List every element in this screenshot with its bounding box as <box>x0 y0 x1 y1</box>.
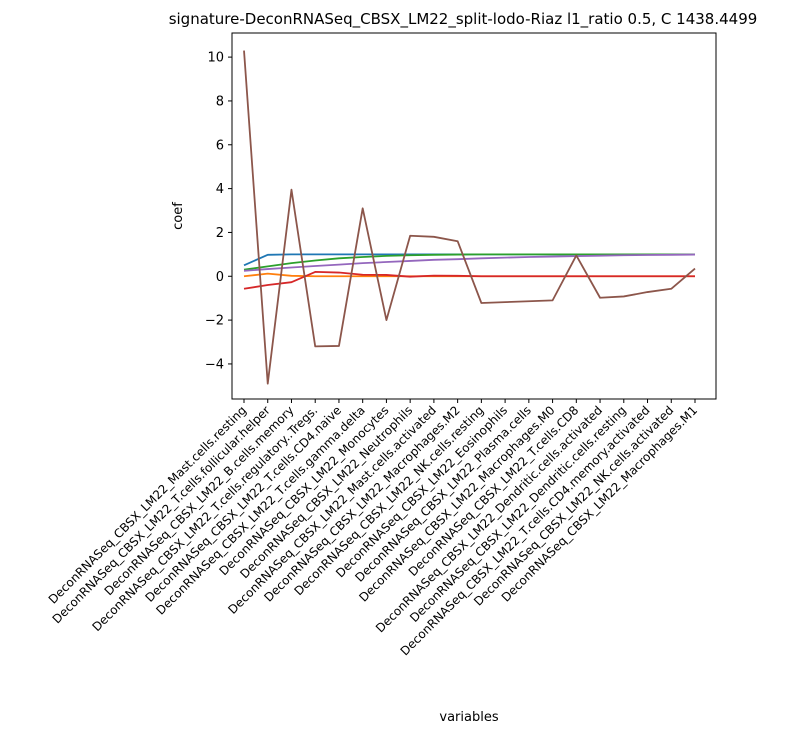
y-tick-label: 6 <box>216 138 224 153</box>
y-tick-label: −4 <box>205 357 224 372</box>
y-axis-ticks: −4 −2 0 2 4 6 8 10 <box>205 51 232 372</box>
series-line-6 <box>243 50 696 385</box>
x-axis-ticks: DeconRNASeq_CBSX_LM22_Mast.cells.resting… <box>46 399 700 658</box>
y-tick-label: 10 <box>207 51 224 66</box>
y-tick-label: 8 <box>216 94 224 109</box>
series-line-4 <box>243 270 695 290</box>
series-line-5 <box>243 253 696 272</box>
plot-area <box>232 33 716 399</box>
y-tick-label: 2 <box>216 226 224 241</box>
y-tick-label: 4 <box>216 182 224 197</box>
chart-title: signature-DeconRNASeq_CBSX_LM22_split-lo… <box>169 10 758 29</box>
plot-frame <box>231 32 717 400</box>
series-line-3 <box>243 253 695 271</box>
x-axis-label: variables <box>439 710 498 725</box>
series-layer <box>243 50 696 385</box>
y-tick-label: −2 <box>205 314 224 329</box>
y-axis-label: coef <box>171 202 186 230</box>
y-tick-label: 0 <box>216 270 224 285</box>
